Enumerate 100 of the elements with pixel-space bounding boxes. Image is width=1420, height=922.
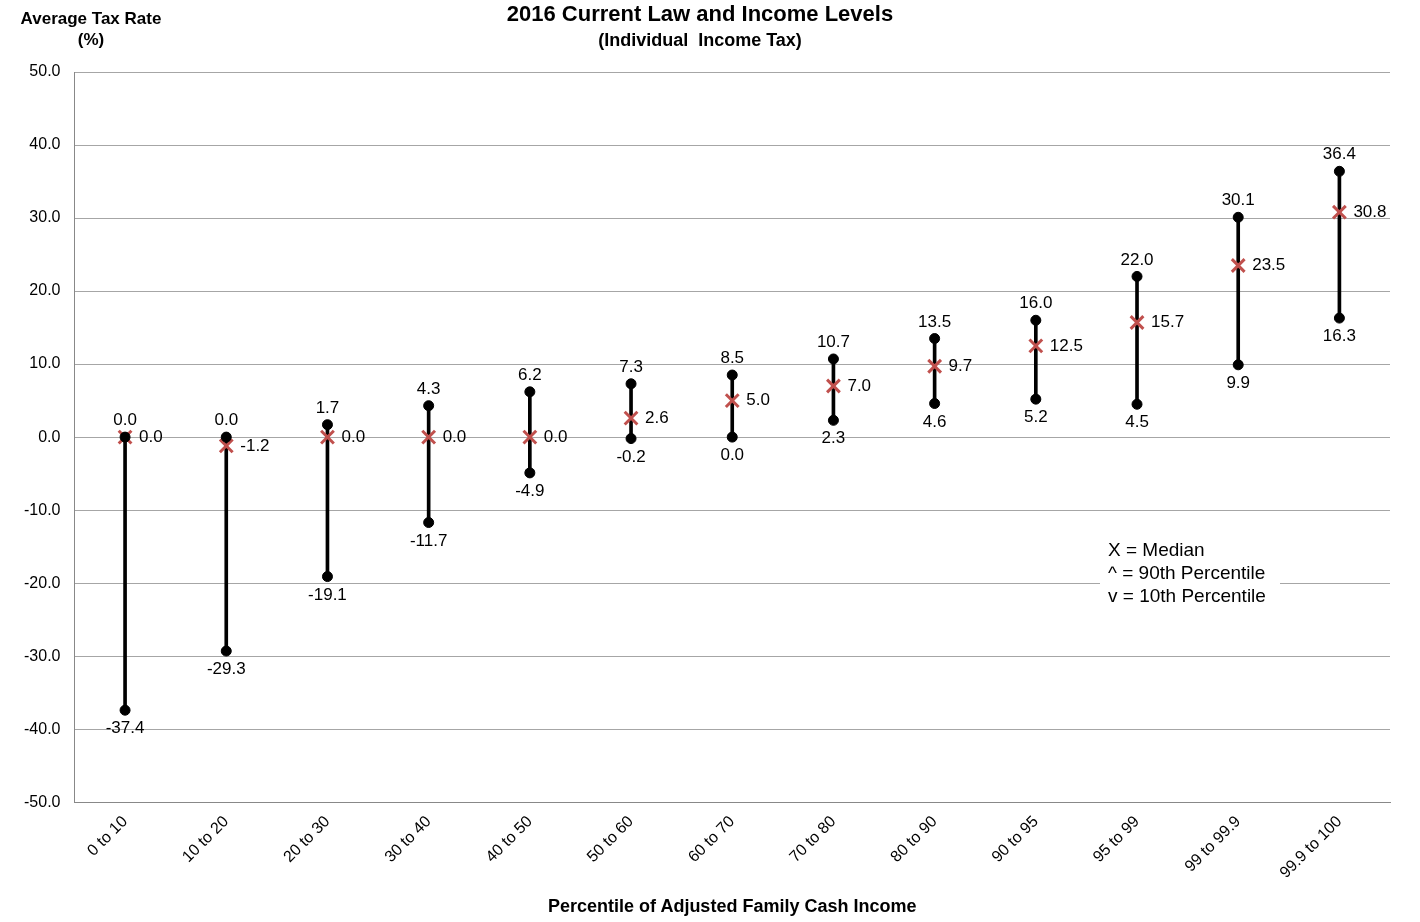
point: [1131, 270, 1143, 282]
point: [524, 467, 536, 479]
point: [929, 398, 941, 410]
point: [1333, 312, 1345, 324]
point: [625, 378, 637, 390]
data-label: 30.8: [1353, 201, 1387, 221]
data-label: 4.3: [416, 378, 441, 398]
point: [1129, 314, 1145, 331]
data-label: 9.9: [1226, 373, 1251, 392]
data-label: 8.5: [720, 348, 745, 368]
data-label: 5.0: [746, 390, 770, 410]
annotation: X = Median: [1108, 538, 1206, 561]
data-label: 0.0: [341, 426, 366, 446]
y-tick-label: 50.0: [29, 62, 61, 80]
point: [1232, 211, 1244, 223]
data-label: 36.4: [1322, 144, 1356, 164]
y-tick-label: 0.0: [38, 427, 61, 445]
data-label: 12.5: [1049, 335, 1083, 355]
data-label: 0.0: [113, 410, 137, 430]
data-label: 7.0: [847, 375, 872, 395]
y-tick-label: -10.0: [24, 500, 61, 518]
point: [1232, 359, 1244, 371]
y-tick-label: 30.0: [29, 208, 61, 226]
x-tick-label: 10 to 20: [178, 812, 232, 866]
y-tick-label: -50.0: [24, 792, 61, 810]
x-tick-label: 50 to 60: [583, 812, 637, 866]
point: [220, 645, 232, 657]
x-tick-label: 99 to 99.9: [1181, 812, 1244, 875]
data-label: 4.5: [1125, 412, 1149, 432]
data-label: 6.2: [518, 365, 542, 385]
x-tick-label: 90 to 95: [988, 812, 1042, 866]
data-label: 7.3: [619, 356, 643, 376]
point: [420, 429, 437, 445]
point: [218, 438, 235, 454]
data-label: 23.5: [1252, 255, 1286, 275]
data-label: -37.4: [105, 718, 145, 738]
data-label: -29.3: [206, 659, 246, 679]
x-tick-label: 99.9 to 100: [1275, 812, 1345, 881]
point: [1230, 257, 1247, 274]
data-label: -4.9: [515, 481, 545, 501]
point: [423, 517, 435, 529]
point: [625, 433, 637, 445]
point: [726, 369, 738, 381]
point: [1030, 393, 1042, 405]
x-tick-label: 0 to 10: [83, 812, 131, 859]
data-label: 0.0: [139, 426, 163, 446]
point: [119, 704, 131, 716]
data-label: 0.0: [543, 426, 568, 446]
data-label: 1.7: [315, 397, 340, 417]
x-tick-label: 20 to 30: [279, 812, 333, 866]
chart-title: 2016 Current Law and Income Levels: [506, 1, 894, 27]
point: [827, 353, 839, 365]
annotation: ^ = 90th Percentile: [1108, 561, 1266, 584]
y-tick-label: -30.0: [24, 646, 61, 664]
data-label: -1.2: [240, 435, 270, 455]
point: [724, 392, 741, 409]
point: [726, 431, 738, 443]
point: [827, 414, 839, 426]
data-label: 10.7: [816, 332, 850, 352]
point: [521, 429, 538, 445]
y-tick-label: -20.0: [24, 573, 61, 591]
point: [524, 386, 536, 398]
point: [926, 358, 943, 375]
data-label: 15.7: [1151, 312, 1185, 332]
point: [1027, 337, 1044, 354]
data-label: 22.0: [1120, 249, 1154, 269]
data-label: 0.0: [442, 426, 467, 446]
x-axis-title: Percentile of Adjusted Family Cash Income: [548, 896, 917, 917]
point: [1331, 204, 1348, 221]
y-tick-label: 40.0: [29, 135, 61, 153]
data-label: -0.2: [616, 446, 646, 466]
point: [321, 571, 333, 583]
point: [423, 400, 435, 412]
data-label: 13.5: [918, 311, 952, 331]
x-tick-label: 95 to 99: [1089, 812, 1143, 866]
x-tick-label: 70 to 80: [785, 812, 839, 866]
data-label: 16.0: [1019, 293, 1053, 313]
data-label: 2.3: [821, 428, 846, 448]
y-axis-title: Average Tax Rate (%): [19, 8, 163, 50]
point: [1030, 314, 1042, 326]
data-label: 4.6: [922, 411, 947, 431]
data-label: 2.6: [645, 407, 669, 427]
data-label: -11.7: [409, 530, 448, 550]
y-tick-label: 10.0: [29, 354, 61, 372]
point: [321, 419, 333, 431]
point: [929, 333, 941, 345]
y-tick-label: -40.0: [24, 719, 61, 737]
point: [1333, 165, 1345, 177]
data-label: 16.3: [1322, 326, 1356, 346]
x-tick-label: 60 to 70: [684, 812, 738, 866]
x-tick-label: 30 to 40: [380, 812, 434, 866]
chart-subtitle: (Individual Income Tax): [598, 30, 802, 51]
data-label: 0.0: [720, 445, 745, 465]
data-label: 30.1: [1221, 190, 1255, 210]
data-label: 5.2: [1024, 407, 1048, 427]
data-label: 9.7: [948, 355, 973, 375]
point: [319, 429, 336, 445]
data-label: -19.1: [308, 584, 347, 604]
point: [623, 410, 639, 426]
x-tick-label: 40 to 50: [482, 812, 536, 866]
